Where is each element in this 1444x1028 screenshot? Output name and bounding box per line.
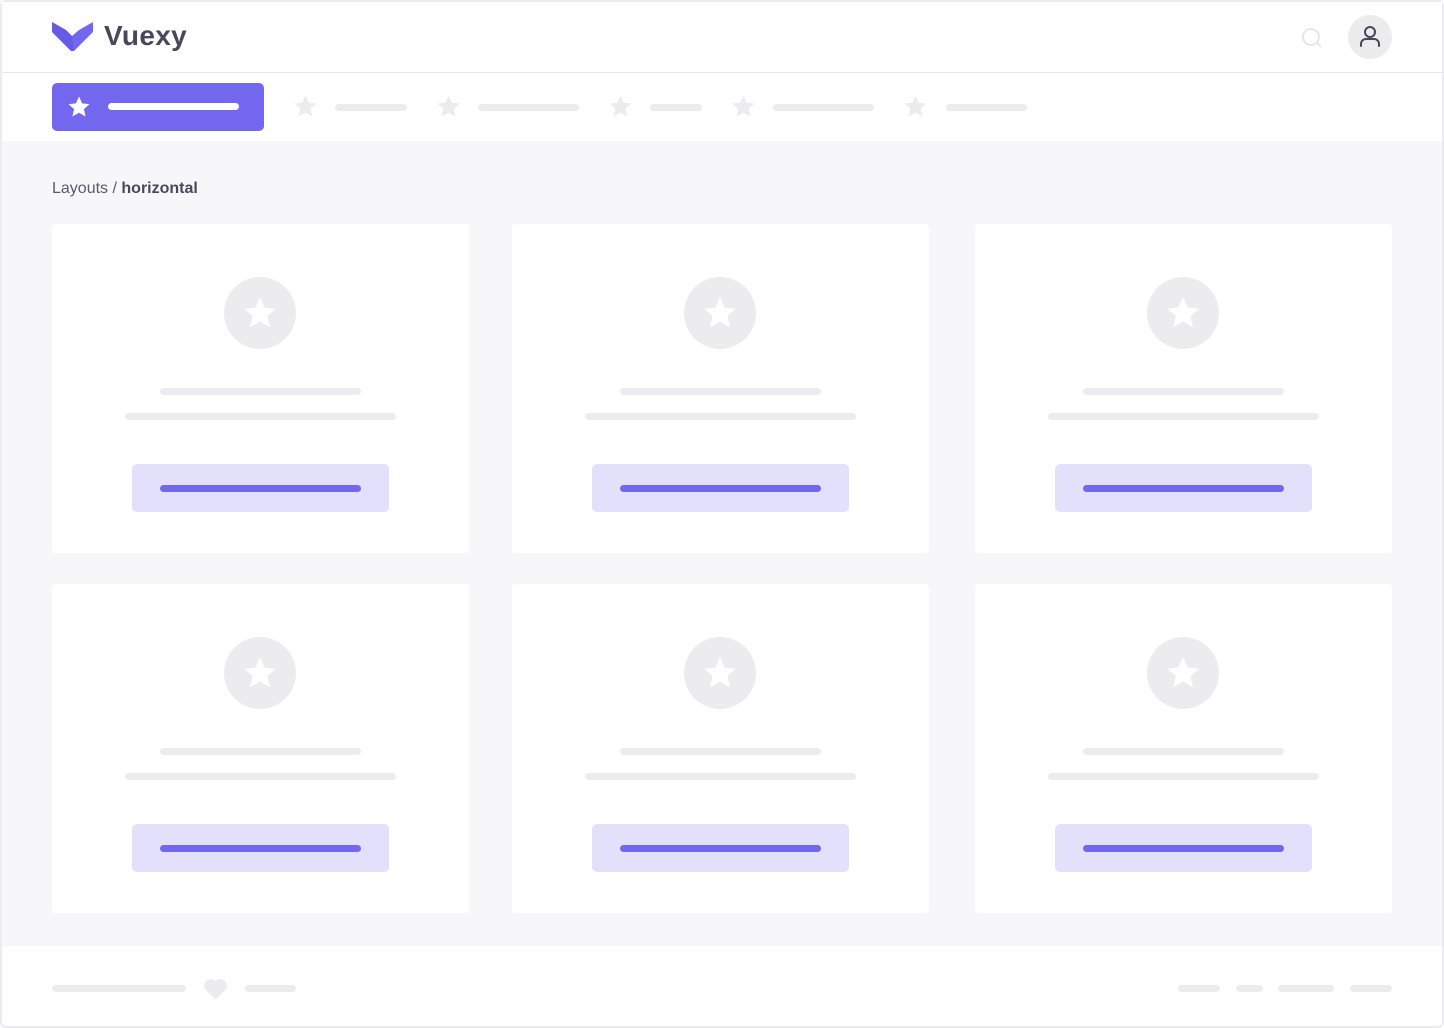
brand-name: Vuexy (104, 20, 187, 51)
card-button[interactable] (592, 464, 849, 512)
nav-item[interactable] (293, 94, 407, 120)
nav-label-placeholder (650, 104, 702, 111)
nav-label-placeholder (773, 104, 874, 111)
heart-icon (204, 979, 227, 1000)
card-icon-circle (224, 637, 296, 709)
breadcrumb: Layouts / horizontal (52, 180, 198, 198)
card-title-placeholder (620, 388, 821, 395)
vuexy-logo-icon (52, 22, 93, 51)
card-icon-circle (684, 277, 756, 349)
footer-link[interactable] (1278, 985, 1334, 992)
star-icon (437, 95, 460, 117)
nav-label-placeholder (108, 103, 239, 110)
nav-label-placeholder (478, 104, 579, 111)
star-icon (732, 95, 755, 117)
nav-item[interactable] (436, 94, 579, 120)
user-avatar[interactable] (1348, 15, 1392, 59)
card-text-placeholder (1048, 413, 1319, 420)
card-text-placeholder (585, 773, 856, 780)
card-button-label-placeholder (160, 845, 361, 852)
nav-label-placeholder (946, 104, 1027, 111)
nav-item[interactable] (903, 94, 1027, 120)
card-button[interactable] (1055, 464, 1312, 512)
star-icon (1167, 297, 1199, 328)
star-icon (704, 297, 736, 328)
card-button[interactable] (592, 824, 849, 872)
footer-link[interactable] (1350, 985, 1392, 992)
card-text-placeholder (125, 773, 396, 780)
nav-item-active[interactable] (52, 83, 264, 131)
breadcrumb-current: horizontal (121, 180, 198, 197)
footer-link[interactable] (1178, 985, 1220, 992)
star-icon (609, 95, 632, 117)
card-title-placeholder (1083, 388, 1284, 395)
card-button-label-placeholder (1083, 485, 1284, 492)
card-title-placeholder (160, 388, 361, 395)
star-icon (704, 657, 736, 688)
header (2, 2, 1442, 73)
card (512, 224, 929, 553)
search-icon[interactable] (1301, 27, 1323, 49)
star-icon (244, 657, 276, 688)
footer-text-placeholder (245, 985, 296, 992)
card-icon-circle (1147, 637, 1219, 709)
nav-label-placeholder (335, 104, 407, 111)
breadcrumb-separator: / (108, 180, 122, 197)
card-title-placeholder (160, 748, 361, 755)
card-icon-circle (684, 637, 756, 709)
card-button-label-placeholder (620, 845, 821, 852)
card-text-placeholder (125, 413, 396, 420)
nav-item[interactable] (608, 94, 702, 120)
card-text-placeholder (585, 413, 856, 420)
user-icon (1360, 26, 1380, 47)
card-icon-circle (224, 277, 296, 349)
footer-text-placeholder (52, 985, 186, 992)
card (975, 224, 1392, 553)
star-icon (904, 95, 927, 117)
footer-link[interactable] (1236, 985, 1263, 992)
card-button-label-placeholder (160, 485, 361, 492)
card-title-placeholder (620, 748, 821, 755)
card-button-label-placeholder (620, 485, 821, 492)
card-button[interactable] (1055, 824, 1312, 872)
star-icon (294, 95, 317, 117)
card-title-placeholder (1083, 748, 1284, 755)
star-icon (244, 297, 276, 328)
card (975, 584, 1392, 913)
card-button[interactable] (132, 824, 389, 872)
card (512, 584, 929, 913)
card (52, 224, 469, 553)
nav-item[interactable] (731, 94, 874, 120)
card-button[interactable] (132, 464, 389, 512)
star-icon (1167, 657, 1199, 688)
breadcrumb-parent[interactable]: Layouts (52, 180, 109, 197)
card-icon-circle (1147, 277, 1219, 349)
star-icon (68, 96, 90, 117)
card-button-label-placeholder (1083, 845, 1284, 852)
card (52, 584, 469, 913)
card-text-placeholder (1048, 773, 1319, 780)
